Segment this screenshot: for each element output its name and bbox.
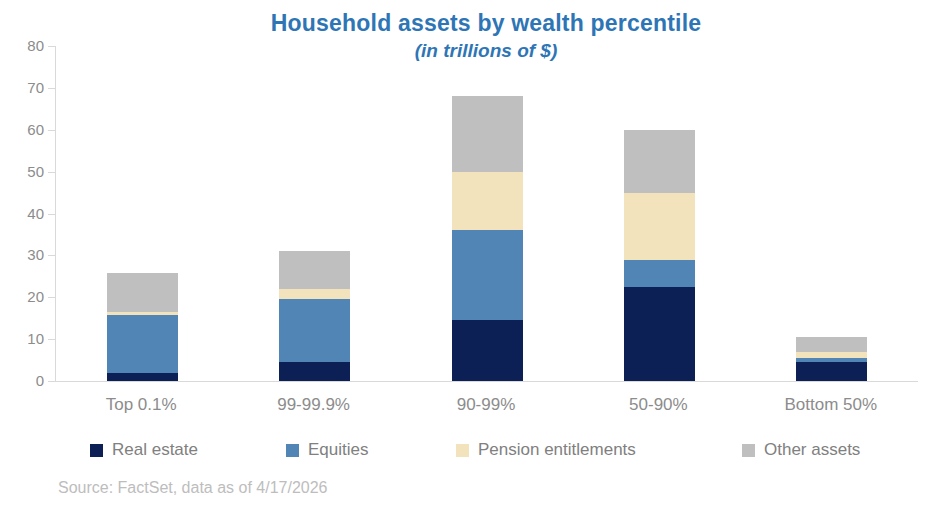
legend-swatch bbox=[286, 444, 299, 457]
bar-segment-pension-entitlements bbox=[279, 289, 350, 299]
legend-label: Real estate bbox=[112, 440, 198, 460]
stacked-bar-bottom-50- bbox=[796, 337, 867, 381]
y-axis-label: 30 bbox=[0, 247, 44, 263]
stacked-bar-90-99- bbox=[452, 96, 523, 381]
stacked-bar-top-0-1- bbox=[107, 273, 178, 381]
bar-segment-other-assets bbox=[624, 130, 695, 193]
x-axis-label: 90-99% bbox=[406, 395, 566, 415]
legend-swatch bbox=[90, 444, 103, 457]
plot-area bbox=[55, 46, 918, 382]
bar-segment-pension-entitlements bbox=[452, 172, 523, 231]
bar-segment-equities bbox=[107, 315, 178, 373]
bar-segment-real-estate bbox=[624, 287, 695, 381]
legend-swatch bbox=[742, 444, 755, 457]
legend-label: Pension entitlements bbox=[478, 440, 636, 460]
y-axis-label: 80 bbox=[0, 38, 44, 54]
y-axis-tick bbox=[48, 381, 55, 382]
x-axis-label: Bottom 50% bbox=[751, 395, 911, 415]
y-axis-tick bbox=[48, 339, 55, 340]
y-axis-label: 20 bbox=[0, 289, 44, 305]
y-axis-label: 60 bbox=[0, 122, 44, 138]
bar-segment-real-estate bbox=[279, 362, 350, 381]
y-axis-tick bbox=[48, 46, 55, 47]
legend-item: Real estate bbox=[90, 440, 198, 460]
x-axis-label: 99-99.9% bbox=[234, 395, 394, 415]
x-axis-label: 50-90% bbox=[578, 395, 738, 415]
legend-item: Equities bbox=[286, 440, 368, 460]
stacked-bar-99-99-9- bbox=[279, 251, 350, 381]
y-axis-tick bbox=[48, 297, 55, 298]
y-axis-tick bbox=[48, 255, 55, 256]
y-axis-tick bbox=[48, 214, 55, 215]
legend-item: Other assets bbox=[742, 440, 860, 460]
bar-segment-equities bbox=[452, 230, 523, 320]
chart-title: Household assets by wealth percentile bbox=[55, 10, 917, 37]
y-axis-tick bbox=[48, 130, 55, 131]
bar-segment-real-estate bbox=[796, 362, 867, 381]
y-axis-label: 0 bbox=[0, 373, 44, 389]
y-axis-label: 40 bbox=[0, 206, 44, 222]
y-axis-tick bbox=[48, 172, 55, 173]
bar-segment-real-estate bbox=[452, 320, 523, 381]
bar-segment-equities bbox=[279, 299, 350, 362]
bar-segment-other-assets bbox=[452, 96, 523, 171]
bar-segment-other-assets bbox=[796, 337, 867, 352]
bar-segment-other-assets bbox=[107, 273, 178, 312]
source-note: Source: FactSet, data as of 4/17/2026 bbox=[58, 479, 328, 497]
legend-swatch bbox=[456, 444, 469, 457]
x-axis-label: Top 0.1% bbox=[61, 395, 221, 415]
legend-label: Equities bbox=[308, 440, 368, 460]
bar-segment-real-estate bbox=[107, 373, 178, 381]
legend-item: Pension entitlements bbox=[456, 440, 636, 460]
bar-segment-equities bbox=[624, 260, 695, 287]
y-axis-label: 70 bbox=[0, 80, 44, 96]
y-axis-tick bbox=[48, 88, 55, 89]
stacked-bar-50-90- bbox=[624, 130, 695, 381]
legend-label: Other assets bbox=[764, 440, 860, 460]
bar-segment-pension-entitlements bbox=[624, 193, 695, 260]
chart-container: Household assets by wealth percentile (i… bbox=[0, 0, 936, 507]
y-axis-label: 10 bbox=[0, 331, 44, 347]
y-axis-label: 50 bbox=[0, 164, 44, 180]
bar-segment-other-assets bbox=[279, 251, 350, 289]
